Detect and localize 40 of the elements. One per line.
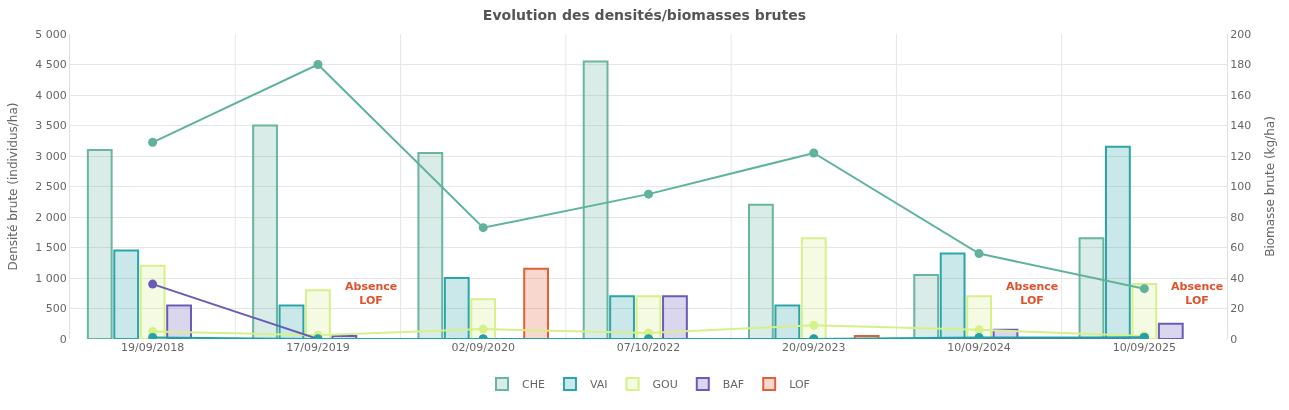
y2-tick-label: 100 [1230,180,1252,194]
y2-axis-title: Biomasse brute (kg/ha) [1263,116,1278,257]
y-tick-label: 0 [59,332,67,346]
x-tick-label: 10/09/2025 [1112,341,1177,354]
x-tick-label: 20/09/2023 [782,341,846,354]
y2-tick-label: 20 [1230,302,1245,316]
y-tick-label: 1 500 [35,241,67,255]
x-tick-label: 02/09/2020 [451,341,515,354]
y2-tick-label: 120 [1230,149,1252,163]
x-tick-label: 07/10/2022 [616,341,681,354]
y2-tick-label: 0 [1230,332,1238,346]
y2-tick-label: 160 [1230,88,1252,102]
legend-label: CHE [522,378,545,392]
y-tick-label: 3 000 [35,149,67,163]
y-tick-label: 2 500 [35,180,67,194]
annotation: Absence LOF [1171,280,1224,308]
y-tick-label: 3 500 [35,119,67,133]
x-tick-label: 17/09/2019 [286,341,350,354]
y2-tick-label: 40 [1230,271,1245,285]
y2-tick-label: 60 [1230,241,1245,255]
legend-label: LOF [789,378,810,392]
legend-label: VAI [589,378,608,392]
y-tick-label: 2 000 [35,210,67,224]
y-tick-label: 1 000 [35,271,67,285]
y-axis-title: Densité brute (individus/ha) [5,102,20,271]
annotation: Absence LOF [1006,280,1059,308]
x-tick-label: 19/09/2018 [120,341,185,354]
y2-tick-label: 200 [1230,27,1252,41]
legend-label: BAF [722,378,745,392]
y-tick-label: 4 500 [35,58,67,72]
x-tick-label: 10/09/2024 [947,341,1011,354]
legend-label: GOU [652,378,678,392]
annotation: Absence LOF [345,280,398,308]
y2-tick-label: 80 [1230,210,1245,224]
y2-tick-label: 180 [1230,58,1252,72]
y2-tick-label: 140 [1230,119,1252,133]
y-tick-label: 4 000 [35,88,67,102]
y-tick-label: 5 000 [35,27,67,41]
chart-title: Evolution des densités/biomasses brutes [482,7,807,24]
y-tick-label: 500 [45,302,67,316]
